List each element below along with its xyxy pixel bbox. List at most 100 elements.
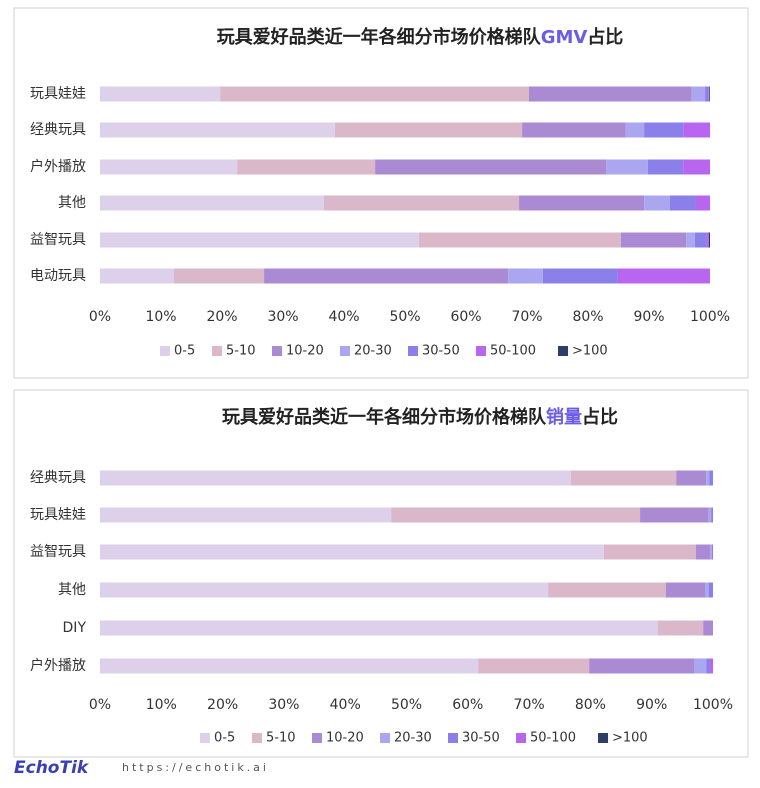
bar-segment: [691, 86, 706, 102]
bar-segment: [665, 582, 706, 598]
bar-segment: [705, 582, 709, 598]
bar-segment: [508, 268, 543, 284]
bar-segment: [683, 159, 710, 175]
bar-segment: [693, 658, 707, 674]
legend-swatch: [476, 346, 486, 356]
legend-swatch: [252, 733, 262, 743]
x-tick-label: 60%: [452, 697, 483, 713]
bar-segment: [542, 268, 618, 284]
y-tick-label: 电动玩具: [30, 268, 86, 284]
bar-segment: [640, 507, 709, 523]
x-tick-label: 80%: [572, 309, 603, 325]
x-tick-label: 30%: [268, 697, 299, 713]
legend-swatch: [212, 346, 222, 356]
legend-label: 30-50: [422, 344, 460, 359]
chart-title: 玩具爱好品类近一年各细分市场价格梯队销量占比: [222, 406, 618, 428]
legend-swatch: [448, 733, 458, 743]
y-tick-label: DIY: [63, 620, 87, 636]
legend-swatch: [340, 346, 350, 356]
bar-segment: [620, 232, 687, 248]
bar-segment: [100, 582, 549, 598]
bar-segment: [706, 658, 710, 674]
bar-segment: [644, 122, 684, 138]
bar-segment: [647, 159, 684, 175]
title-part: 销量: [546, 406, 582, 428]
bar-segment: [711, 507, 713, 523]
x-tick-label: 80%: [575, 697, 606, 713]
title-part: 占比: [587, 26, 623, 48]
bar-segment: [323, 195, 520, 211]
legend-label: 5-10: [226, 344, 256, 359]
bar-segment: [709, 86, 710, 102]
bar-segment: [100, 658, 479, 674]
legend-label: >100: [572, 344, 608, 359]
legend-label: 20-30: [394, 731, 432, 746]
bar-segment: [528, 86, 692, 102]
bar-segment: [676, 470, 707, 486]
x-tick-label: 100%: [690, 309, 730, 325]
legend-swatch: [272, 346, 282, 356]
bar-segment: [709, 470, 713, 486]
bar-segment: [100, 620, 658, 636]
bar-segment: [709, 658, 713, 674]
title-part: 占比: [582, 406, 618, 428]
y-tick-label: 户外播放: [30, 657, 86, 674]
x-tick-label: 30%: [267, 309, 298, 325]
bar-segment: [100, 122, 335, 138]
x-tick-label: 70%: [511, 309, 542, 325]
bar-segment: [220, 86, 529, 102]
bar-segment: [657, 620, 704, 636]
bar-segment: [478, 658, 590, 674]
bar-segment: [683, 122, 710, 138]
bar-segment: [694, 232, 707, 248]
bar-segment: [237, 159, 376, 175]
bar-segment: [100, 470, 571, 486]
legend-swatch: [516, 733, 526, 743]
bar-segment: [703, 620, 713, 636]
bar-segment: [391, 507, 641, 523]
bar-segment: [522, 122, 626, 138]
legend-label: 20-30: [354, 344, 392, 359]
bar-segment: [695, 195, 710, 211]
x-tick-label: 40%: [328, 309, 359, 325]
x-tick-label: 90%: [633, 309, 664, 325]
legend-label: 0-5: [174, 344, 195, 359]
y-tick-label: 玩具娃娃: [30, 507, 86, 523]
legend-label: 50-100: [530, 731, 576, 746]
legend-label: 50-100: [490, 344, 536, 359]
bar-segment: [686, 232, 695, 248]
bar-segment: [644, 195, 670, 211]
bar-segment: [419, 232, 621, 248]
bar-segment: [334, 122, 523, 138]
legend-label: >100: [612, 731, 648, 746]
y-tick-label: 户外播放: [30, 158, 86, 175]
legend-swatch: [200, 733, 210, 743]
bar-segment: [709, 544, 712, 560]
bar-segment: [570, 470, 677, 486]
bar-segment: [705, 86, 709, 102]
x-tick-label: 70%: [514, 697, 545, 713]
x-tick-label: 20%: [206, 309, 237, 325]
panel: [13, 7, 749, 379]
y-tick-label: 经典玩具: [30, 122, 86, 138]
bar-segment: [706, 470, 710, 486]
bar-segment: [589, 658, 694, 674]
bar-segment: [548, 582, 666, 598]
title-part: 玩具爱好品类近一年各细分市场价格梯队: [217, 26, 542, 48]
bar-segment: [100, 195, 324, 211]
bar-segment: [617, 268, 710, 284]
y-tick-label: 益智玩具: [30, 232, 86, 248]
y-tick-label: 其他: [58, 195, 86, 211]
x-tick-label: 0%: [89, 697, 111, 713]
x-tick-label: 10%: [145, 309, 176, 325]
bar-segment: [100, 159, 238, 175]
bar-segment: [695, 544, 710, 560]
y-tick-label: 其他: [58, 582, 86, 598]
bar-segment: [173, 268, 265, 284]
x-tick-label: 90%: [636, 697, 667, 713]
bar-segment: [711, 544, 713, 560]
bar-segment: [375, 159, 607, 175]
bar-segment: [100, 544, 604, 560]
legend-swatch: [312, 733, 322, 743]
